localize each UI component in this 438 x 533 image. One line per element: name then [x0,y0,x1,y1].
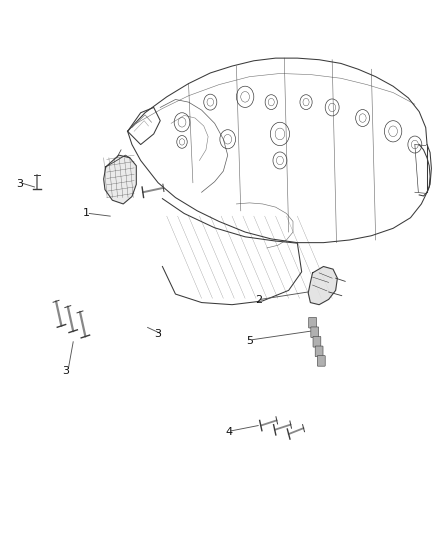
Text: 3: 3 [16,179,23,189]
Text: 3: 3 [155,329,162,340]
Text: 4: 4 [225,427,232,437]
Text: 2: 2 [254,295,262,305]
FancyBboxPatch shape [318,356,325,366]
FancyBboxPatch shape [313,336,321,347]
FancyBboxPatch shape [315,346,323,357]
Text: 5: 5 [247,336,254,346]
Polygon shape [104,155,136,204]
FancyBboxPatch shape [311,327,319,337]
Text: 1: 1 [83,208,90,219]
FancyBboxPatch shape [309,317,317,328]
Polygon shape [308,266,337,305]
Text: 3: 3 [62,367,69,376]
